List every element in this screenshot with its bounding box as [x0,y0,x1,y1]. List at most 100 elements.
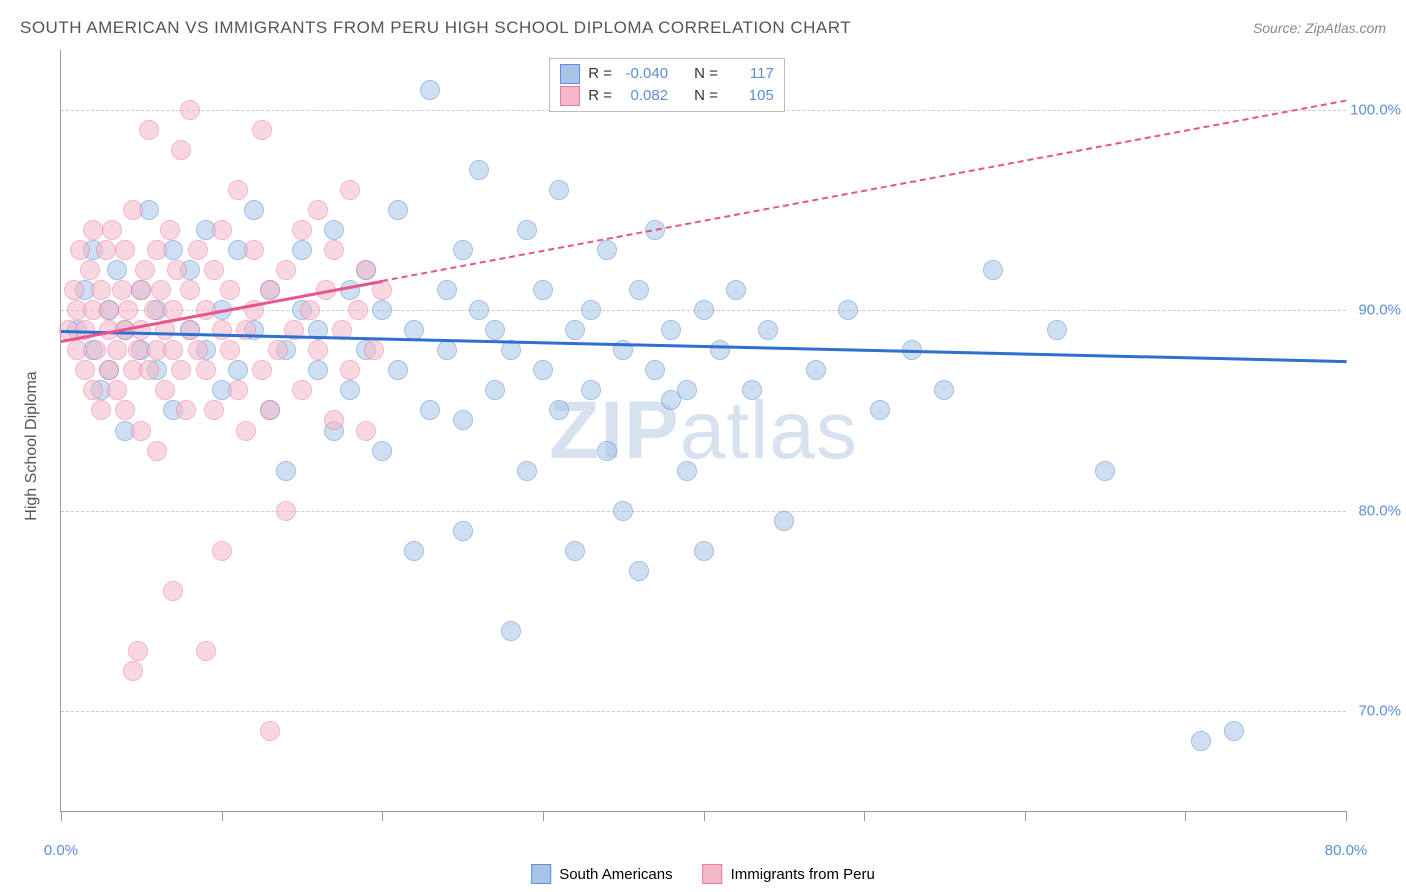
data-point [388,360,408,380]
chart-source: Source: ZipAtlas.com [1253,20,1386,36]
data-point [276,461,296,481]
data-point [196,360,216,380]
data-point [151,280,171,300]
data-point [372,441,392,461]
data-point [155,380,175,400]
data-point [469,160,489,180]
n-label: N = [694,65,718,82]
data-point [236,320,256,340]
data-point [204,260,224,280]
data-point [260,721,280,741]
r-label: R = [588,65,612,82]
legend-swatch [560,86,580,106]
data-point [96,240,116,260]
data-point [123,200,143,220]
data-point [276,501,296,521]
y-tick-label: 70.0% [1358,702,1401,719]
y-tick-label: 100.0% [1350,102,1401,119]
data-point [212,541,232,561]
data-point [147,441,167,461]
data-point [144,300,164,320]
data-point [983,260,1003,280]
data-point [437,280,457,300]
data-point [388,200,408,220]
data-point [196,300,216,320]
data-point [139,360,159,380]
data-point [1224,721,1244,741]
data-point [300,300,320,320]
data-point [115,400,135,420]
data-point [212,220,232,240]
data-point [597,441,617,461]
x-tick [704,811,705,821]
data-point [107,380,127,400]
data-point [364,340,384,360]
data-point [533,280,553,300]
r-label: R = [588,87,612,104]
data-point [75,360,95,380]
data-point [710,340,730,360]
data-point [260,280,280,300]
data-point [163,340,183,360]
data-point [308,340,328,360]
gridline [61,511,1346,512]
data-point [469,300,489,320]
data-point [565,320,585,340]
chart-title: SOUTH AMERICAN VS IMMIGRANTS FROM PERU H… [20,18,851,38]
data-point [597,240,617,260]
data-point [517,220,537,240]
data-point [180,320,200,340]
x-tick-label: 0.0% [44,842,78,859]
legend-label: Immigrants from Peru [731,866,875,883]
data-point [64,280,84,300]
data-point [176,400,196,420]
data-point [196,641,216,661]
stats-legend-row: R =-0.040N =117 [560,63,774,85]
data-point [292,220,312,240]
data-point [1095,461,1115,481]
data-point [324,220,344,240]
data-point [533,360,553,380]
legend-label: South Americans [559,866,672,883]
data-point [453,240,473,260]
data-point [80,260,100,280]
legend-swatch [703,864,723,884]
x-tick [1346,811,1347,821]
data-point [167,260,187,280]
data-point [340,360,360,380]
data-point [135,260,155,280]
data-point [67,340,87,360]
data-point [549,180,569,200]
data-point [102,220,122,240]
data-point [340,280,360,300]
x-tick-label: 80.0% [1325,842,1368,859]
data-point [188,340,208,360]
data-point [228,360,248,380]
data-point [83,220,103,240]
n-label: N = [694,87,718,104]
data-point [324,240,344,260]
data-point [581,380,601,400]
data-point [549,400,569,420]
data-point [188,240,208,260]
data-point [180,280,200,300]
data-point [252,360,272,380]
data-point [236,421,256,441]
x-tick [61,811,62,821]
data-point [806,360,826,380]
data-point [99,300,119,320]
data-point [677,461,697,481]
data-point [324,410,344,430]
trend-line [382,100,1347,282]
data-point [308,360,328,380]
data-point [107,260,127,280]
data-point [453,410,473,430]
data-point [139,120,159,140]
data-point [70,240,90,260]
data-point [128,641,148,661]
data-point [131,280,151,300]
data-point [228,180,248,200]
data-point [340,380,360,400]
data-point [420,80,440,100]
x-tick [864,811,865,821]
